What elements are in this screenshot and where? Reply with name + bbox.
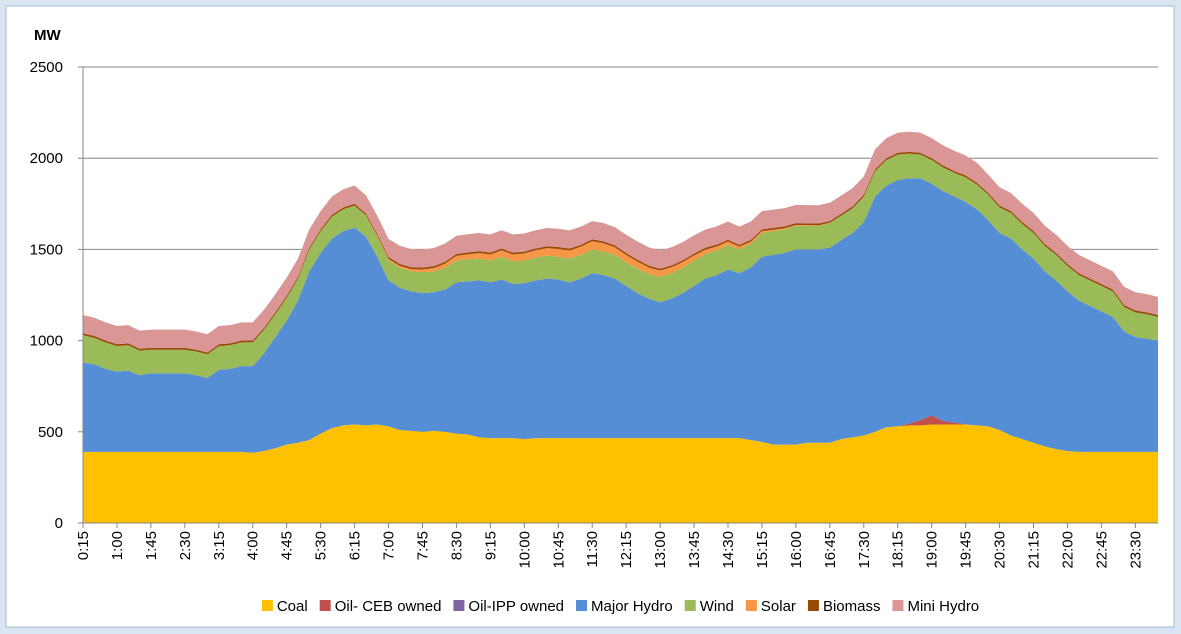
x-tick-label: 20:30 <box>992 531 1009 569</box>
area <box>83 153 1158 378</box>
x-tick-label: 12:15 <box>618 531 635 569</box>
legend-swatch <box>319 600 331 611</box>
x-tick-label: 13:00 <box>652 531 669 569</box>
x-tick-label: 7:45 <box>414 531 431 560</box>
legend-label: Coal <box>277 598 308 615</box>
x-tick-label: 10:00 <box>516 531 533 569</box>
x-tick-label: 19:00 <box>924 531 941 569</box>
legend: Coal Oil- CEB owned Oil-IPP owned Major Hyd… <box>261 598 979 615</box>
legend-label: Oil- CEB owned <box>335 598 442 615</box>
x-tick-label: 9:15 <box>482 531 499 560</box>
x-tick-label: 8:30 <box>448 531 465 560</box>
x-tick-label: 22:45 <box>1093 531 1110 569</box>
x-tick-label: 3:15 <box>211 531 228 560</box>
y-axis-label: MW <box>34 27 61 44</box>
x-tick-label: 14:30 <box>720 531 737 569</box>
x-tick-label: 17:30 <box>856 531 873 569</box>
x-tick-label: 4:45 <box>279 531 296 560</box>
x-tick-label: 21:15 <box>1026 531 1043 569</box>
legend-label: Major Hydro <box>591 598 673 615</box>
area <box>83 178 1158 453</box>
x-tick-label: 22:00 <box>1059 531 1076 569</box>
x-tick-label: 10:45 <box>550 531 567 569</box>
x-tick-label: 16:00 <box>788 531 805 569</box>
legend-label: Oil-IPP owned <box>468 598 564 615</box>
legend-label: Wind <box>700 598 734 615</box>
legend-label: Solar <box>761 598 796 615</box>
y-tick-label: 2000 <box>30 150 63 167</box>
x-tick-label: 19:45 <box>958 531 975 569</box>
area <box>83 131 1158 353</box>
y-tick-label: 1000 <box>30 333 63 350</box>
legend-swatch <box>261 600 273 611</box>
legend-swatch <box>684 600 696 611</box>
legend-swatch <box>453 600 465 611</box>
legend-swatch <box>807 600 819 611</box>
x-tick-label: 1:00 <box>109 531 126 560</box>
x-tick-label: 23:30 <box>1127 531 1144 569</box>
legend-label: Mini Hydro <box>907 598 979 615</box>
x-tick-label: 16:45 <box>822 531 839 569</box>
x-tick-label: 7:00 <box>381 531 398 560</box>
legend-swatch <box>745 600 757 611</box>
x-tick-label: 11:30 <box>584 531 601 567</box>
x-tick-label: 5:30 <box>313 531 330 560</box>
x-tick-label: 0:15 <box>75 531 92 560</box>
area <box>83 424 1158 523</box>
y-tick-label: 0 <box>55 515 63 532</box>
legend-label: Biomass <box>823 598 881 615</box>
area <box>83 153 1158 355</box>
x-tick-label: 4:00 <box>245 531 262 560</box>
x-tick-label: 18:15 <box>890 531 907 569</box>
x-tick-label: 1:45 <box>143 531 160 560</box>
legend-swatch <box>576 600 588 611</box>
legend-swatch <box>892 600 904 611</box>
x-tick-label: 2:30 <box>177 531 194 560</box>
x-tick-label: 13:45 <box>686 531 703 569</box>
x-tick-label: 15:15 <box>754 531 771 569</box>
y-tick-label: 1500 <box>30 241 63 258</box>
x-tick-label: 6:15 <box>347 531 364 560</box>
y-tick-label: 2500 <box>30 59 63 76</box>
y-tick-label: 500 <box>38 424 63 441</box>
